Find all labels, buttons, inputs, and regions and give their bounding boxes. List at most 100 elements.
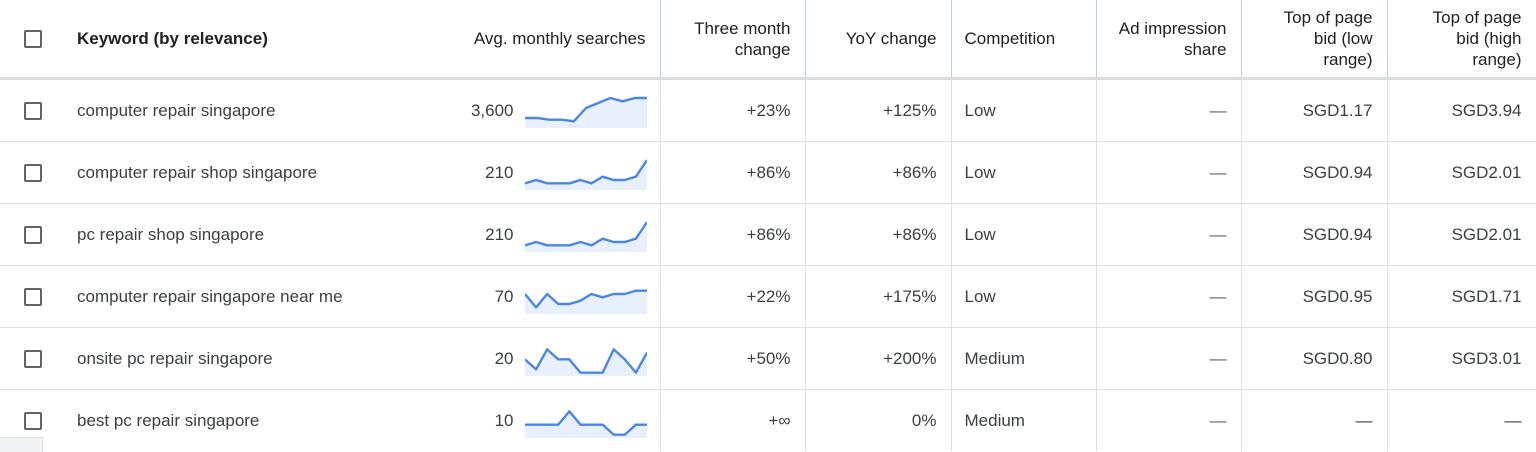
three-month-value: +50%: [746, 348, 791, 368]
yoy-value: 0%: [911, 410, 937, 430]
keyword-text: computer repair shop singapore: [77, 162, 318, 182]
row-select-cell[interactable]: [0, 203, 61, 266]
trend-sparkline: [525, 410, 647, 438]
avg-searches-cell: 70: [423, 265, 661, 328]
sparkline-area: [525, 222, 647, 252]
col-bid-high-label-2: bid (high: [1456, 29, 1522, 48]
bid-low-cell: —: [1241, 389, 1388, 451]
competition-value: Medium: [964, 410, 1025, 430]
table-row[interactable]: computer repair singapore near me 70 +22…: [0, 265, 1536, 328]
bid-low-cell: SGD0.95: [1241, 265, 1388, 328]
competition-value: Low: [964, 224, 996, 244]
select-all-checkbox[interactable]: [24, 29, 42, 48]
col-three-month-label-2: change: [734, 39, 791, 59]
table-row[interactable]: best pc repair singapore 10 +∞ 0% Medium…: [0, 389, 1536, 452]
row-select-cell[interactable]: [0, 390, 61, 452]
bid-high-cell: —: [1387, 389, 1536, 451]
bid-high-value: SGD3.94: [1451, 100, 1522, 120]
bid-high-cell: SGD3.94: [1387, 78, 1536, 142]
col-yoy-label: YoY change: [845, 29, 937, 48]
three-month-value: +86%: [746, 162, 791, 182]
bid-low-value: SGD0.95: [1302, 286, 1373, 306]
keyword-cell: pc repair shop singapore: [61, 203, 423, 266]
row-select-cell[interactable]: [0, 78, 61, 142]
competition-cell: Low: [951, 141, 1097, 204]
table-row[interactable]: onsite pc repair singapore 20 +50% +200%…: [0, 327, 1536, 390]
bid-low-cell: SGD0.80: [1241, 327, 1388, 390]
yoy-value: +200%: [883, 348, 937, 368]
keyword-text: computer repair singapore: [77, 100, 276, 120]
ad-share-cell: —: [1096, 389, 1242, 451]
row-checkbox[interactable]: [24, 287, 42, 306]
row-checkbox[interactable]: [24, 411, 42, 430]
competition-cell: Medium: [951, 327, 1097, 390]
bid-high-value: SGD3.01: [1451, 348, 1522, 368]
keyword-text: pc repair shop singapore: [77, 224, 265, 244]
row-checkbox[interactable]: [24, 163, 42, 182]
three-month-cell: +∞: [660, 389, 806, 451]
col-competition[interactable]: Competition: [951, 0, 1097, 80]
three-month-value: +22%: [746, 286, 791, 306]
trend-sparkline: [525, 289, 647, 314]
col-bid-high-label-1: Top of page: [1432, 8, 1522, 27]
keyword-text: computer repair singapore near me: [77, 286, 343, 306]
bid-low-value: SGD0.80: [1302, 348, 1373, 368]
row-checkbox[interactable]: [24, 349, 42, 368]
col-bid-high[interactable]: Top of page bid (high range): [1387, 0, 1536, 80]
col-avg-searches-label: Avg. monthly searches: [473, 29, 646, 48]
bid-high-cell: SGD2.01: [1387, 141, 1536, 204]
three-month-value: +86%: [746, 224, 791, 244]
col-three-month[interactable]: Three month change: [660, 0, 806, 80]
keyword-text: best pc repair singapore: [77, 410, 260, 430]
keyword-cell: computer repair singapore near me: [61, 265, 423, 328]
trend-sparkline: [525, 96, 647, 128]
yoy-cell: +86%: [805, 203, 952, 266]
competition-cell: Medium: [951, 389, 1097, 451]
col-three-month-label-1: Three month: [694, 18, 791, 38]
keyword-text: onsite pc repair singapore: [77, 348, 273, 368]
col-avg-searches[interactable]: Avg. monthly searches: [423, 0, 661, 80]
three-month-cell: +86%: [660, 141, 806, 204]
table-row[interactable]: computer repair singapore 3,600 +23% +12…: [0, 78, 1536, 142]
horizontal-scrollbar[interactable]: [0, 437, 43, 452]
competition-value: Low: [964, 100, 996, 120]
competition-cell: Low: [951, 203, 1097, 266]
col-bid-low[interactable]: Top of page bid (low range): [1241, 0, 1388, 80]
yoy-value: +86%: [892, 162, 937, 182]
trend-sparkline: [525, 348, 647, 376]
sparkline-line: [525, 221, 647, 247]
ad-share-value: —: [1209, 410, 1227, 430]
avg-searches-value: 20: [494, 348, 514, 368]
row-checkbox[interactable]: [24, 101, 42, 120]
sparkline-area: [525, 349, 647, 376]
avg-searches-cell: 20: [423, 327, 661, 390]
ad-share-value: —: [1209, 100, 1227, 120]
three-month-value: +23%: [746, 100, 791, 120]
row-select-cell[interactable]: [0, 327, 61, 390]
col-keyword[interactable]: Keyword (by relevance): [61, 0, 423, 80]
row-select-cell[interactable]: [0, 265, 61, 328]
row-select-cell[interactable]: [0, 141, 61, 204]
col-yoy[interactable]: YoY change: [805, 0, 952, 80]
col-ad-share[interactable]: Ad impression share: [1096, 0, 1242, 80]
table-row[interactable]: pc repair shop singapore 210 +86% +86% L…: [0, 203, 1536, 266]
bid-high-value: SGD1.71: [1451, 286, 1522, 306]
sparkline-line: [525, 289, 647, 309]
yoy-cell: +200%: [805, 327, 952, 390]
yoy-cell: 0%: [805, 389, 952, 451]
row-checkbox[interactable]: [24, 225, 42, 244]
col-bid-low-label-2: bid (low: [1313, 29, 1373, 48]
sparkline-line: [525, 348, 647, 374]
table-row[interactable]: computer repair shop singapore 210 +86% …: [0, 141, 1536, 204]
header-row: Keyword (by relevance) Avg. monthly sear…: [0, 0, 1536, 80]
yoy-value: +175%: [883, 286, 937, 306]
bid-low-value: SGD0.94: [1302, 224, 1373, 244]
competition-cell: Low: [951, 78, 1097, 142]
ad-share-cell: —: [1096, 203, 1242, 266]
col-keyword-label: Keyword (by relevance): [77, 29, 268, 48]
competition-value: Medium: [964, 348, 1025, 368]
select-all-cell[interactable]: [0, 0, 61, 80]
sparkline-area: [525, 290, 647, 314]
keyword-cell: computer repair singapore: [61, 78, 423, 142]
